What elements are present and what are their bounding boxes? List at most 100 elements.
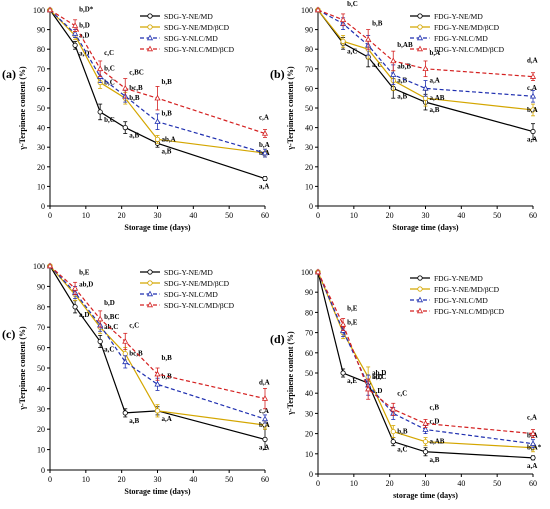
data-label: b,C [104,116,115,124]
data-label: ab,D [79,281,93,289]
x-tick-label: 20 [118,475,126,484]
data-label: b,A [430,49,441,57]
data-label: b,D [372,373,383,381]
data-point [72,304,78,310]
y-tick-label: 70 [37,323,45,332]
chart-panel-c: 0 10 20 30 40 50 60 70 80 90 100 0 10 20 30 40 50 60 Stora… [2,262,270,496]
y-tick-label: 100 [301,268,313,277]
legend: FDG-Y-NE/MD FDG-Y-NE/MD/βCD FDG-Y-NLC/MD FD… [410,12,505,54]
series-3: b,D* c,C c,BC b,B c,A [46,6,269,138]
x-axis-label: Storage time (days) [124,487,191,496]
legend-marker [416,296,424,303]
y-tick-label: 10 [305,450,313,459]
data-label: a,A [430,76,440,84]
y-tick-label: 40 [305,389,313,398]
y-tick-label: 10 [37,446,45,455]
data-point [154,136,161,142]
y-tick-label: 40 [37,384,45,393]
legend-label: SDG-Y-NE/MD/βCD [164,279,230,288]
data-label: b,C [104,79,115,87]
legend-marker [416,34,424,41]
legend-label: FDG-Y-NE/MD [434,274,483,283]
data-label: a,A [527,462,537,470]
data-point [97,109,103,115]
y-tick-label: 80 [37,45,45,54]
data-point [72,42,78,48]
y-axis-label: γ-Terpinene content (%) [18,66,27,151]
data-label: bc,B [129,84,143,92]
y-axis-label: γ-Terpinene content (%) [286,331,295,416]
data-label: a,C [104,345,114,353]
series-line [49,265,266,426]
data-point [46,6,54,13]
series-line [49,9,266,180]
data-label: a,E [347,377,357,385]
legend-marker [417,13,423,19]
series-3: b,E ab,D c,C c,B c,A [314,268,537,439]
x-tick-label: 10 [82,475,90,484]
data-label: a,B [397,77,407,85]
data-label: a,AB [430,438,445,446]
data-point [390,428,396,435]
data-point [122,351,128,357]
data-point [365,385,372,392]
data-point [530,455,536,461]
data-point [340,16,347,22]
y-tick-label: 20 [305,163,313,172]
y-tick-label: 60 [37,84,45,93]
data-point [422,420,429,426]
series-line [49,265,266,440]
panel-label: (d) [270,332,285,346]
legend-marker [416,307,424,314]
series-line [49,9,266,154]
data-point [72,22,79,28]
series-1: ab,C bc,B b,A [47,263,270,430]
data-point [530,128,536,135]
x-tick-label: 60 [529,479,537,488]
y-tick-label: 50 [37,364,45,373]
data-point [97,338,103,345]
y-tick-label: 20 [37,425,45,434]
data-label: c,C [397,389,407,397]
data-point [154,118,161,124]
legend-marker [146,34,154,41]
y-tick-label: 70 [305,65,313,74]
data-label: c,A [259,407,269,415]
series-line [317,271,534,445]
data-point [314,268,322,275]
series-1: a,D b,C b,B ab,A b,A [47,7,270,158]
x-tick-label: 30 [154,211,162,220]
data-label: b,AB [397,41,413,49]
data-label: a,C [372,61,382,69]
data-point [154,370,161,377]
data-label: b,D [104,299,115,307]
x-tick-label: 10 [350,211,358,220]
x-tick-label: 60 [261,475,269,484]
data-point [530,107,536,113]
x-tick-label: 50 [493,211,501,220]
y-tick-label: 90 [37,26,45,35]
data-label: a,D [79,31,89,39]
y-tick-label: 20 [37,163,45,172]
x-tick-label: 60 [261,211,269,220]
x-tick-label: 40 [457,211,465,220]
x-tick-label: 60 [529,211,537,220]
y-tick-label: 0 [41,466,45,475]
data-point [261,149,269,156]
data-point [122,84,129,91]
data-label: b,E [79,268,90,276]
legend-marker [147,269,153,275]
data-label: b,B [372,19,383,27]
series-line [49,9,266,154]
y-tick-label: 20 [305,430,313,439]
legend-marker [147,24,153,30]
x-tick-label: 10 [350,479,358,488]
legend-marker [147,13,153,19]
data-label: b,A [259,421,270,429]
y-tick-label: 10 [37,182,45,191]
legend-label: FDG-Y-NLC/MD [434,296,488,305]
series-line [49,265,266,420]
series-2: ab,D b,BC b,B c,A [46,262,269,424]
y-tick-label: 30 [305,143,313,152]
